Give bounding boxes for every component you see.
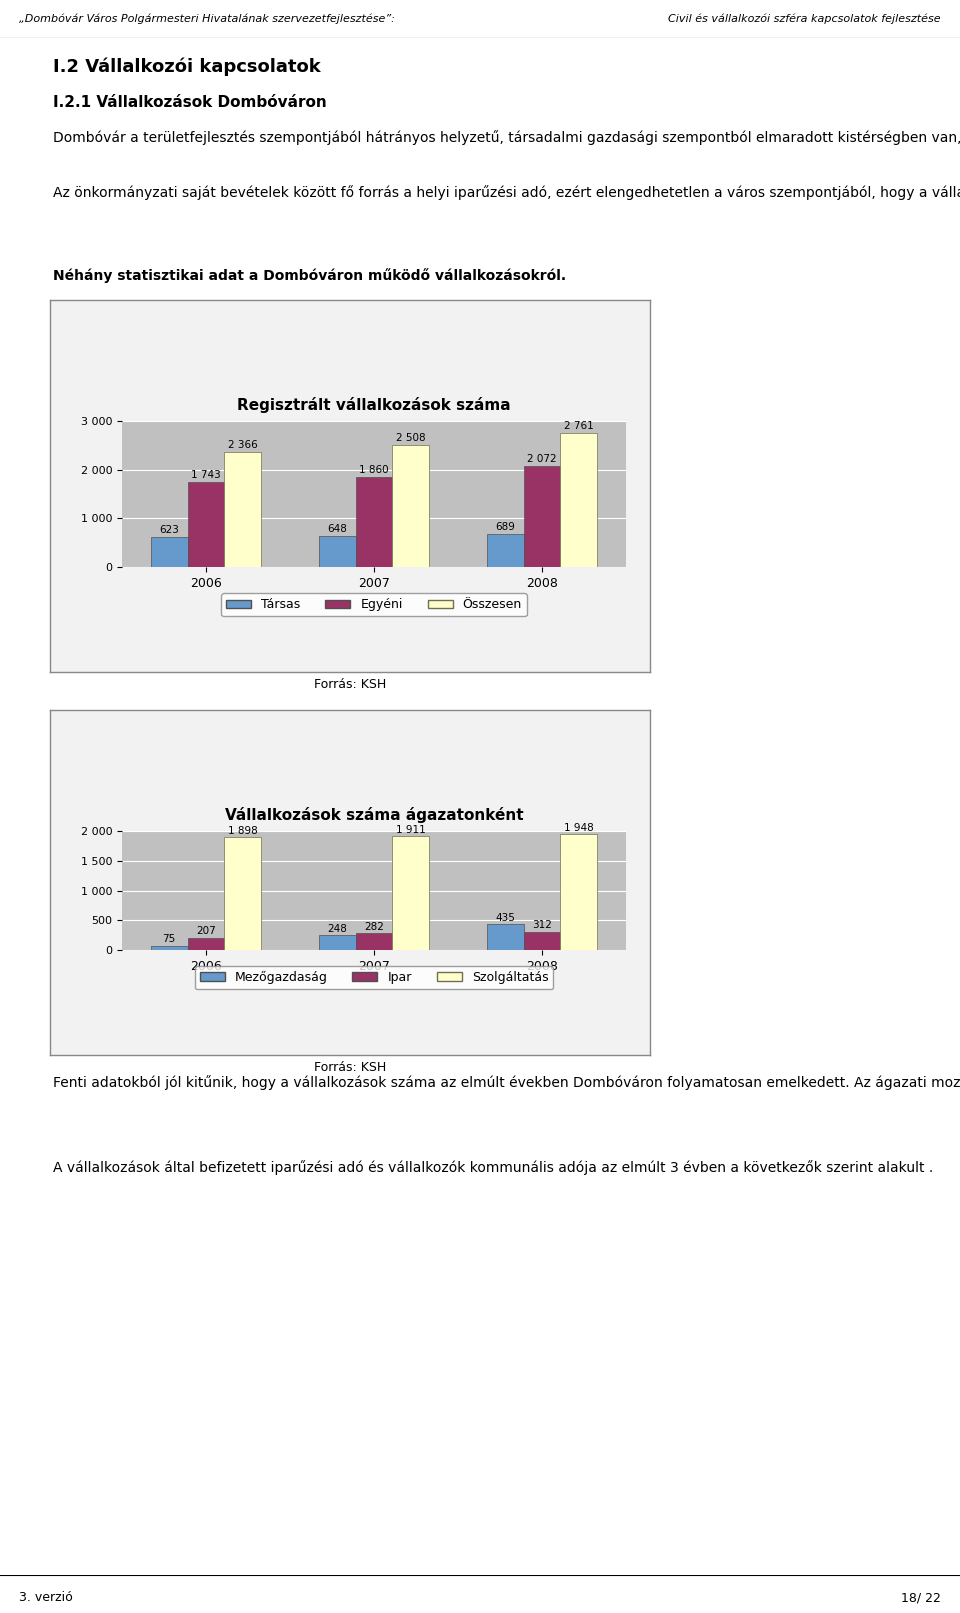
Bar: [319, 936, 355, 950]
Bar: [225, 452, 261, 568]
Bar: [225, 837, 261, 950]
Text: 2 508: 2 508: [396, 432, 426, 444]
Text: 312: 312: [532, 919, 552, 931]
Text: 623: 623: [159, 524, 179, 536]
Bar: [487, 924, 523, 950]
Text: 2 366: 2 366: [228, 440, 258, 450]
Title: Vállalkozások száma ágazatonként: Vállalkozások száma ágazatonként: [225, 806, 523, 823]
Legend: Társas, Egyéni, Összesen: Társas, Egyéni, Összesen: [221, 594, 527, 616]
Legend: Mezőgazdaság, Ipar, Szolgáltatás: Mezőgazdaság, Ipar, Szolgáltatás: [195, 966, 553, 989]
Bar: [523, 932, 561, 950]
Bar: [187, 937, 225, 950]
Text: 207: 207: [196, 926, 216, 936]
Text: 435: 435: [495, 913, 515, 923]
Text: Forrás: KSH: Forrás: KSH: [314, 1061, 386, 1074]
Bar: [355, 476, 393, 568]
Text: Dombóvár a területfejlesztés szempontjából hátrányos helyzetű, társadalmi gazdas: Dombóvár a területfejlesztés szempontjáb…: [53, 131, 960, 145]
Text: A vállalkozások által befizetett iparűzési adó és vállalkozók kommunális adója a: A vállalkozások által befizetett iparűzé…: [53, 1160, 933, 1174]
Text: I.2.1 Vállalkozások Dombóváron: I.2.1 Vállalkozások Dombóváron: [53, 95, 326, 110]
Bar: [151, 537, 187, 568]
Bar: [523, 466, 561, 568]
Text: Az önkormányzati saját bevételek között fő forrás a helyi iparűzési adó, ezért e: Az önkormányzati saját bevételek között …: [53, 185, 960, 200]
Text: 1 898: 1 898: [228, 826, 258, 836]
Text: „Dombóvár Város Polgármesteri Hivatalának szervezetfejlesztése”:: „Dombóvár Város Polgármesteri Hivatalána…: [19, 15, 396, 24]
Bar: [151, 945, 187, 950]
Text: 18/ 22: 18/ 22: [900, 1592, 941, 1605]
Bar: [561, 834, 597, 950]
Bar: [319, 536, 355, 568]
Text: 248: 248: [327, 924, 347, 934]
Text: 75: 75: [162, 934, 176, 944]
Text: Civil és vállalkozói szféra kapcsolatok fejlesztése: Civil és vállalkozói szféra kapcsolatok …: [668, 15, 941, 24]
Text: 1 860: 1 860: [359, 465, 389, 474]
Text: Forrás: KSH: Forrás: KSH: [314, 679, 386, 692]
Bar: [393, 445, 429, 568]
Text: 689: 689: [495, 521, 515, 532]
Bar: [393, 836, 429, 950]
Text: I.2 Vállalkozói kapcsolatok: I.2 Vállalkozói kapcsolatok: [53, 58, 321, 76]
Bar: [487, 534, 523, 568]
Text: 1 948: 1 948: [564, 823, 594, 832]
Text: 282: 282: [364, 923, 384, 932]
Title: Regisztrált vállalkozások száma: Regisztrált vállalkozások száma: [237, 397, 511, 413]
Text: Néhány statisztikai adat a Dombóváron működő vállalkozásokról.: Néhány statisztikai adat a Dombóváron mű…: [53, 268, 566, 282]
Text: 1 743: 1 743: [191, 471, 221, 481]
Text: 1 911: 1 911: [396, 824, 426, 836]
Text: Fenti adatokból jól kitűnik, hogy a vállalkozások száma az elmúlt években Dombóv: Fenti adatokból jól kitűnik, hogy a váll…: [53, 1074, 960, 1090]
Bar: [187, 482, 225, 568]
Text: 648: 648: [327, 524, 347, 534]
Bar: [355, 934, 393, 950]
Text: 3. verzió: 3. verzió: [19, 1592, 73, 1605]
Bar: [561, 432, 597, 568]
Text: 2 072: 2 072: [527, 455, 557, 465]
Text: 2 761: 2 761: [564, 421, 594, 431]
